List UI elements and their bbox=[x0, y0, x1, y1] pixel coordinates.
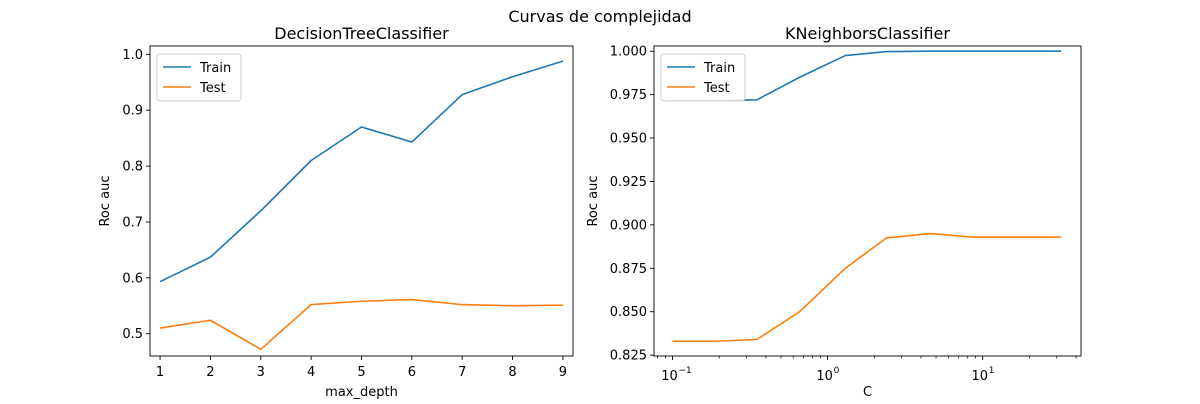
x-tick-label: 10 bbox=[971, 369, 988, 384]
y-tick-label: 0.875 bbox=[610, 262, 647, 277]
figure-suptitle: Curvas de complejidad bbox=[508, 7, 691, 26]
y-axis-label: Roc auc bbox=[98, 175, 113, 226]
x-tick-label: 5 bbox=[357, 365, 365, 380]
chart-legend: Train Test bbox=[660, 53, 746, 102]
x-tick-label: 8 bbox=[508, 365, 516, 380]
chart-legend: Train Test bbox=[156, 53, 242, 102]
x-tick-label: 10 bbox=[661, 369, 678, 384]
chart-title: KNeighborsClassifier bbox=[785, 24, 950, 43]
y-tick-label: 0.925 bbox=[610, 175, 647, 190]
y-axis-label: Roc auc bbox=[586, 175, 601, 226]
x-tick-label: 1 bbox=[156, 365, 164, 380]
legend-frame bbox=[156, 53, 242, 102]
y-tick-label: 0.5 bbox=[122, 327, 143, 342]
y-tick-label: 0.975 bbox=[610, 88, 647, 103]
legend-label-test: Test bbox=[703, 81, 730, 96]
x-tick-label: 7 bbox=[458, 365, 466, 380]
y-tick-label: 0.6 bbox=[122, 271, 143, 286]
y-tick-label: 0.850 bbox=[610, 305, 647, 320]
series-line-train bbox=[159, 60, 564, 283]
y-tick-label: 0.9 bbox=[122, 104, 143, 119]
x-tick-exponent: 1 bbox=[989, 366, 995, 376]
series-line-test bbox=[672, 232, 1062, 343]
y-tick-label: 0.825 bbox=[610, 349, 647, 364]
x-tick-exponent: −1 bbox=[678, 366, 691, 376]
x-tick-label: 2 bbox=[206, 365, 214, 380]
chart-title: DecisionTreeClassifier bbox=[274, 24, 449, 43]
x-axis-label: max_depth bbox=[325, 385, 398, 400]
x-tick-label: 4 bbox=[307, 365, 315, 380]
legend-label-train: Train bbox=[199, 61, 231, 76]
x-axis-label: C bbox=[863, 385, 872, 400]
x-tick-label: 3 bbox=[257, 365, 265, 380]
y-tick-label: 1.0 bbox=[122, 48, 143, 63]
x-tick-label: 9 bbox=[559, 365, 567, 380]
x-tick-label: 6 bbox=[408, 365, 416, 380]
y-tick-label: 1.000 bbox=[610, 45, 647, 60]
chart-axes-2: 0.825 0.850 0.875 0.900 0.925 0.950 0.975 1.000… bbox=[586, 24, 1082, 400]
x-tick-label: 10 bbox=[816, 369, 833, 384]
axes-frame bbox=[653, 45, 1082, 357]
y-tick-label: 0.950 bbox=[610, 132, 647, 147]
axes-layer: 0.5 0.6 0.7 0.8 0.9 1.0 1 2 3 4 5 6 7 8 9 DecisionTreeC… bbox=[98, 24, 1082, 400]
legend-frame bbox=[660, 53, 746, 102]
y-tick-label: 0.7 bbox=[122, 215, 143, 230]
legend-label-test: Test bbox=[199, 81, 226, 96]
chart-axes-1: 0.5 0.6 0.7 0.8 0.9 1.0 1 2 3 4 5 6 7 8 9 DecisionTreeC… bbox=[98, 24, 574, 400]
legend-label-train: Train bbox=[703, 61, 735, 76]
x-tick-exponent: 0 bbox=[834, 366, 840, 376]
y-tick-label: 0.900 bbox=[610, 218, 647, 233]
series-line-test bbox=[159, 298, 563, 351]
y-tick-label: 0.8 bbox=[122, 160, 143, 175]
